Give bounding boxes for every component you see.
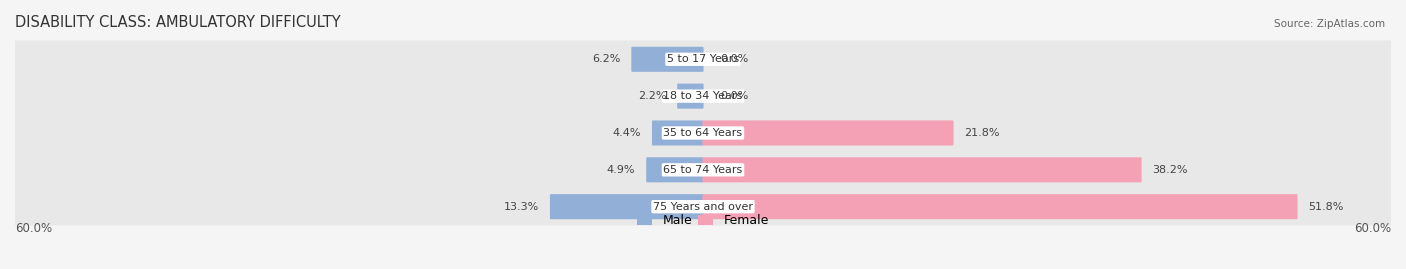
Text: 38.2%: 38.2% [1153,165,1188,175]
Text: 4.4%: 4.4% [613,128,641,138]
Text: 65 to 74 Years: 65 to 74 Years [664,165,742,175]
Text: 0.0%: 0.0% [720,91,748,101]
FancyBboxPatch shape [7,151,1399,189]
FancyBboxPatch shape [647,157,703,182]
Text: 60.0%: 60.0% [1354,222,1391,235]
FancyBboxPatch shape [7,41,1399,78]
Text: 6.2%: 6.2% [592,54,620,64]
Text: 18 to 34 Years: 18 to 34 Years [664,91,742,101]
Legend: Male, Female: Male, Female [633,209,773,232]
Text: 21.8%: 21.8% [965,128,1000,138]
Text: 4.9%: 4.9% [607,165,636,175]
Text: DISABILITY CLASS: AMBULATORY DIFFICULTY: DISABILITY CLASS: AMBULATORY DIFFICULTY [15,15,340,30]
FancyBboxPatch shape [550,194,703,219]
FancyBboxPatch shape [703,121,953,146]
Text: 75 Years and over: 75 Years and over [652,202,754,212]
Text: Source: ZipAtlas.com: Source: ZipAtlas.com [1274,19,1385,29]
Text: 51.8%: 51.8% [1309,202,1344,212]
FancyBboxPatch shape [631,47,703,72]
FancyBboxPatch shape [7,114,1399,152]
Text: 0.0%: 0.0% [720,54,748,64]
FancyBboxPatch shape [7,188,1399,225]
Text: 35 to 64 Years: 35 to 64 Years [664,128,742,138]
Text: 60.0%: 60.0% [15,222,52,235]
Text: 5 to 17 Years: 5 to 17 Years [666,54,740,64]
Text: 13.3%: 13.3% [503,202,538,212]
FancyBboxPatch shape [652,121,703,146]
FancyBboxPatch shape [703,194,1298,219]
FancyBboxPatch shape [703,157,1142,182]
FancyBboxPatch shape [678,84,703,109]
FancyBboxPatch shape [7,77,1399,115]
Text: 2.2%: 2.2% [638,91,666,101]
